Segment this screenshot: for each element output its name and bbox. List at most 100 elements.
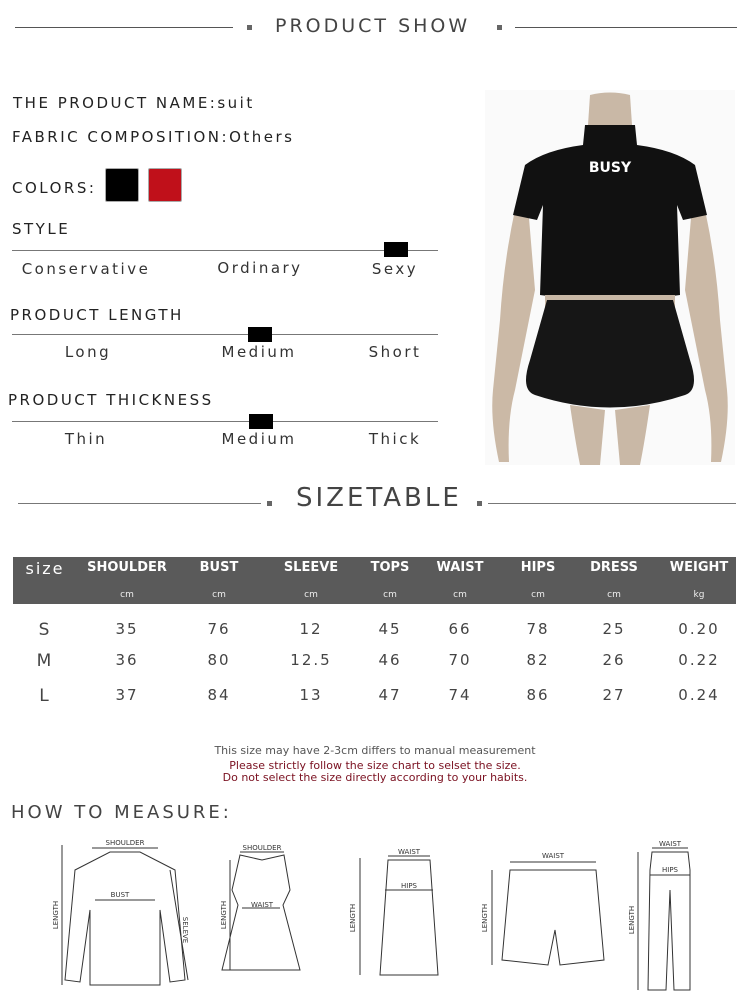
label-waist: WAIST xyxy=(251,901,274,909)
label-waist: WAIST xyxy=(659,840,682,848)
product-name-label: THE PRODUCT NAME: xyxy=(13,94,218,112)
size-cell: 70 xyxy=(448,651,472,669)
size-cell: 86 xyxy=(526,686,550,704)
warning-note: Do not select the size directly accordin… xyxy=(222,771,528,784)
length-marker xyxy=(248,327,272,342)
size-cell: 0.20 xyxy=(678,620,720,638)
length-option: Medium xyxy=(221,343,297,361)
size-cell: 66 xyxy=(448,620,472,638)
thickness-option: Thick xyxy=(368,430,422,448)
divider xyxy=(488,503,736,504)
measure-diagrams: SHOULDER BUST LENGTH SELEVE SHOULDER WAI… xyxy=(52,839,691,991)
size-label: L xyxy=(39,686,51,706)
size-cell: 26 xyxy=(602,651,626,669)
size-cell: 35 xyxy=(115,620,139,638)
label-length: LENGTH xyxy=(628,906,636,934)
section-title-product-show: PRODUCT SHOW xyxy=(275,15,471,37)
col-header: WEIGHT xyxy=(669,560,729,575)
length-option: Long xyxy=(64,343,112,361)
style-option: Sexy xyxy=(371,260,419,278)
bullet xyxy=(267,501,272,506)
bullet xyxy=(497,25,502,30)
style-marker xyxy=(384,242,408,257)
fabric-label: FABRIC COMPOSITION: xyxy=(12,128,230,146)
size-cell: 12.5 xyxy=(290,651,332,669)
jacket-diagram xyxy=(64,851,186,986)
size-cell: 47 xyxy=(378,686,402,704)
style-option: Conservative xyxy=(21,260,151,278)
style-label: STYLE xyxy=(12,220,71,238)
dress-diagram xyxy=(221,854,301,971)
size-cell: 46 xyxy=(378,651,402,669)
label-length: LENGTH xyxy=(481,904,489,932)
col-header-size: size xyxy=(25,559,65,578)
section-title-how-to-measure: HOW TO MEASURE: xyxy=(11,802,232,823)
size-cell: 36 xyxy=(115,651,139,669)
fabric-value: Others xyxy=(229,128,295,146)
size-cell: 78 xyxy=(526,620,550,638)
thickness-scale-line xyxy=(12,421,438,422)
col-header: TOPS xyxy=(370,560,410,575)
size-cell: 27 xyxy=(602,686,626,704)
label-hips: HIPS xyxy=(401,882,418,890)
product-name: THE PRODUCT NAME:suit xyxy=(13,94,255,112)
product-name-value: suit xyxy=(217,94,255,112)
size-cell: 82 xyxy=(526,651,550,669)
section-title-sizetable: SIZETABLE xyxy=(296,483,462,513)
label-shoulder: SHOULDER xyxy=(243,844,282,852)
col-header: WAIST xyxy=(436,560,484,575)
color-swatch-red[interactable] xyxy=(148,168,182,202)
size-label: M xyxy=(36,651,54,671)
product-photo: BUSY xyxy=(485,90,735,465)
label-sleeve: SELEVE xyxy=(181,917,189,943)
unit: cm xyxy=(120,590,134,600)
fabric-composition: FABRIC COMPOSITION:Others xyxy=(12,128,294,146)
measurement-note: This size may have 2-3cm differs to manu… xyxy=(214,744,536,757)
size-label: S xyxy=(38,620,52,640)
label-hips: HIPS xyxy=(662,866,679,874)
colors-label: COLORS: xyxy=(12,179,97,197)
label-shoulder: SHOULDER xyxy=(106,839,145,847)
label-length: LENGTH xyxy=(52,901,60,929)
warning-note: Please strictly follow the size chart to… xyxy=(229,759,521,772)
thickness-marker xyxy=(249,414,273,429)
style-scale-line xyxy=(12,250,438,251)
col-header: SLEEVE xyxy=(283,560,339,575)
size-cell: 74 xyxy=(448,686,472,704)
size-cell: 37 xyxy=(115,686,139,704)
size-cell: 84 xyxy=(207,686,231,704)
unit: cm xyxy=(383,590,397,600)
label-bust: BUST xyxy=(111,891,130,899)
label-length: LENGTH xyxy=(220,901,228,929)
unit: cm xyxy=(531,590,545,600)
unit: cm xyxy=(212,590,226,600)
style-option: Ordinary xyxy=(217,259,303,277)
unit: kg xyxy=(693,590,705,600)
unit: cm xyxy=(607,590,621,600)
divider xyxy=(515,27,737,28)
thickness-option: Medium xyxy=(221,430,297,448)
col-header: SHOULDER xyxy=(87,560,167,575)
unit: cm xyxy=(304,590,318,600)
shirt-print: BUSY xyxy=(589,160,632,176)
size-cell: 0.22 xyxy=(678,651,720,669)
color-swatch-black[interactable] xyxy=(105,168,139,202)
size-cell: 0.24 xyxy=(678,686,720,704)
thickness-option: Thin xyxy=(64,430,108,448)
divider xyxy=(18,503,261,504)
thickness-label: PRODUCT THICKNESS xyxy=(8,391,214,409)
unit: cm xyxy=(453,590,467,600)
size-cell: 80 xyxy=(207,651,231,669)
label-length: LENGTH xyxy=(349,904,357,932)
size-cell: 76 xyxy=(207,620,231,638)
length-scale-line xyxy=(12,334,438,335)
size-cell: 12 xyxy=(299,620,323,638)
skirt-diagram xyxy=(379,859,439,976)
pants-diagram xyxy=(647,851,691,991)
col-header: HIPS xyxy=(520,560,556,575)
length-label: PRODUCT LENGTH xyxy=(10,306,184,324)
col-header: BUST xyxy=(199,560,239,575)
shorts-diagram xyxy=(501,869,605,966)
size-cell: 45 xyxy=(378,620,402,638)
size-cell: 13 xyxy=(299,686,323,704)
